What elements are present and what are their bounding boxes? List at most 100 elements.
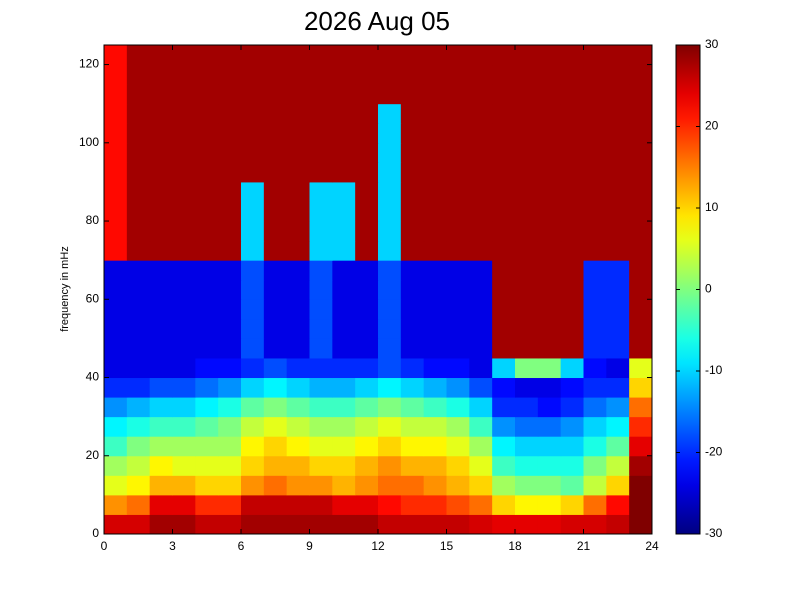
heat-cell xyxy=(583,103,607,124)
heat-cell xyxy=(355,181,379,202)
heat-cell xyxy=(469,201,493,222)
heat-cell xyxy=(583,455,607,476)
heat-cell xyxy=(195,357,219,379)
heat-cell xyxy=(400,299,425,320)
heat-cell xyxy=(560,338,584,359)
heat-cell xyxy=(309,181,333,202)
heat-cell xyxy=(446,436,470,457)
heat-cell xyxy=(332,475,356,496)
heat-cell xyxy=(263,299,288,320)
heat-cell xyxy=(149,45,173,66)
heat-cell xyxy=(515,514,539,535)
heat-cell xyxy=(469,260,493,281)
heat-cell xyxy=(355,201,379,222)
heat-cell xyxy=(537,84,562,105)
heat-cell xyxy=(218,201,242,222)
heat-cell xyxy=(469,64,493,85)
heat-cell xyxy=(218,240,242,261)
heat-cell xyxy=(263,123,288,144)
heat-cell xyxy=(469,494,493,515)
heat-cell xyxy=(629,142,653,163)
heat-cell xyxy=(400,514,425,535)
heat-cell xyxy=(606,260,630,281)
heat-cell xyxy=(332,416,356,437)
heat-cell xyxy=(446,377,470,398)
heat-cell xyxy=(126,436,151,457)
heat-cell xyxy=(286,377,310,398)
heat-cell xyxy=(537,318,562,339)
heat-cell xyxy=(537,181,562,202)
heat-cell xyxy=(172,45,196,66)
heat-cell xyxy=(195,64,219,85)
heat-cell xyxy=(195,123,219,144)
heat-cell xyxy=(400,377,425,398)
heat-cell xyxy=(446,240,470,261)
heat-cell xyxy=(400,45,425,66)
heat-cell xyxy=(400,162,425,183)
heat-cell xyxy=(560,103,584,124)
heat-cell xyxy=(218,84,242,105)
heat-cell xyxy=(537,123,562,144)
heat-cell xyxy=(241,436,265,457)
heat-cell xyxy=(606,45,630,66)
x-tick-label: 6 xyxy=(238,539,245,553)
heat-cell xyxy=(492,436,516,457)
heat-cell xyxy=(400,416,425,437)
heat-cell xyxy=(195,142,219,163)
heat-cell xyxy=(263,142,288,163)
heat-cell xyxy=(172,240,196,261)
heat-cell xyxy=(332,84,356,105)
heat-cell xyxy=(378,397,402,418)
heat-cell xyxy=(195,299,219,320)
heat-cell xyxy=(537,201,562,222)
heat-cell xyxy=(423,279,447,300)
heat-cell xyxy=(423,455,447,476)
heat-cell xyxy=(629,514,653,535)
heat-cell xyxy=(378,338,402,359)
heat-cell xyxy=(378,494,402,515)
heat-cell xyxy=(606,64,630,85)
heat-cell xyxy=(606,455,630,476)
heat-cell xyxy=(126,338,151,359)
heat-cell xyxy=(355,357,379,379)
heat-cell xyxy=(537,514,562,535)
heat-cell xyxy=(172,299,196,320)
heat-cell xyxy=(355,377,379,398)
heat-cell xyxy=(126,416,151,437)
heat-cell xyxy=(400,64,425,85)
heat-cell xyxy=(263,221,288,242)
heat-cell xyxy=(629,64,653,85)
heat-cell xyxy=(515,377,539,398)
heat-cell xyxy=(537,45,562,66)
heat-cell xyxy=(195,475,219,496)
heat-cell xyxy=(537,397,562,418)
heat-cell xyxy=(537,377,562,398)
heat-cell xyxy=(492,299,516,320)
heat-cell xyxy=(355,455,379,476)
heat-cell xyxy=(241,357,265,379)
heat-cell xyxy=(104,103,128,124)
heat-cell xyxy=(218,397,242,418)
heat-cell xyxy=(355,123,379,144)
heat-cell xyxy=(286,279,310,300)
heat-cell xyxy=(172,123,196,144)
y-tick-label: 120 xyxy=(79,57,99,71)
heat-cell xyxy=(309,221,333,242)
heat-cell xyxy=(241,45,265,66)
heat-cell xyxy=(400,475,425,496)
heat-cell xyxy=(583,357,607,379)
heat-cell xyxy=(149,514,173,535)
heat-cell xyxy=(195,103,219,124)
heat-cell xyxy=(195,45,219,66)
heat-cell xyxy=(583,221,607,242)
heat-cell xyxy=(126,142,151,163)
heat-cell xyxy=(172,475,196,496)
heat-cell xyxy=(492,494,516,515)
heat-cell xyxy=(332,436,356,457)
heat-cell xyxy=(400,123,425,144)
heat-cell xyxy=(560,123,584,144)
heat-cell xyxy=(149,416,173,437)
heat-cell xyxy=(400,279,425,300)
heat-cell xyxy=(378,45,402,66)
heat-cell xyxy=(537,338,562,359)
